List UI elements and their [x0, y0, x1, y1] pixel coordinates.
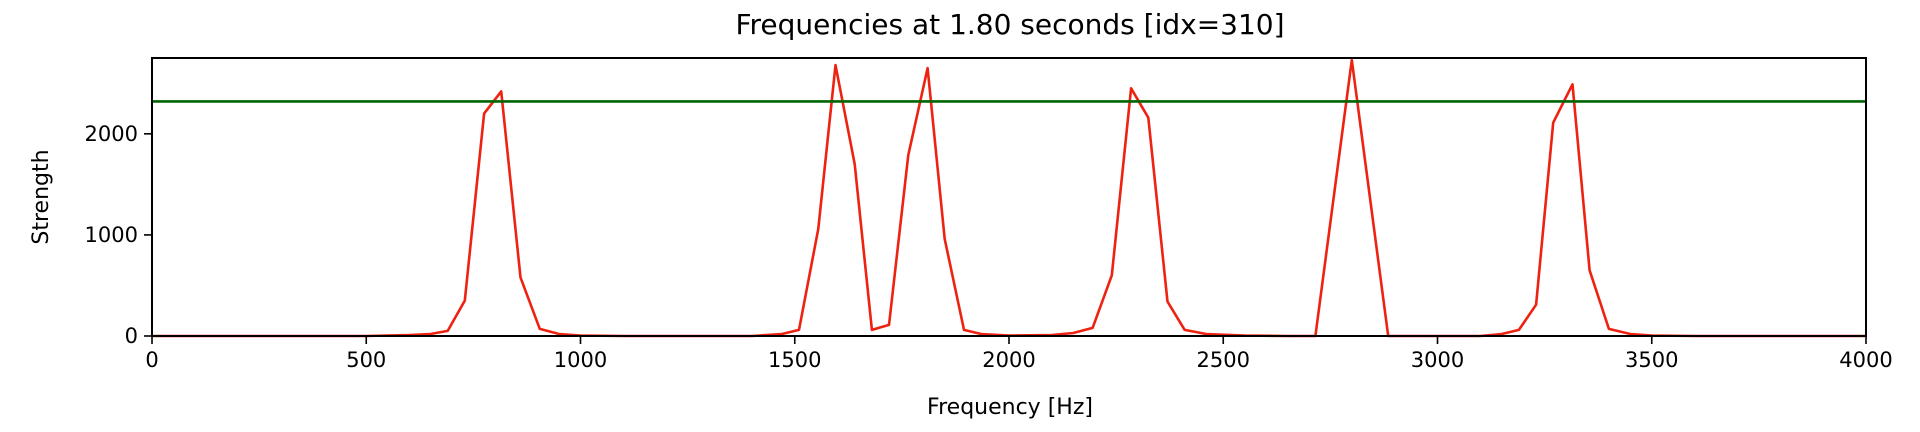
x-tick-label: 1000: [554, 348, 607, 372]
y-tick-label: 2000: [85, 122, 138, 146]
x-tick-label: 3000: [1411, 348, 1464, 372]
y-axis: 0 1000 2000: [85, 122, 152, 348]
x-tick-label: 4000: [1839, 348, 1892, 372]
series-line-0: [152, 58, 1866, 338]
y-tick-label: 1000: [85, 223, 138, 247]
x-tick-label: 2500: [1197, 348, 1250, 372]
plot-frame: [151, 57, 1867, 337]
x-tick-label: 0: [145, 348, 158, 372]
x-tick-label: 3500: [1625, 348, 1678, 372]
chart-title: Frequencies at 1.80 seconds [idx=310]: [735, 8, 1284, 41]
plot-area: [152, 58, 1866, 338]
x-tick-label: 1500: [768, 348, 821, 372]
x-axis: 0 500 1000 1500 2000 2500 3000 3500 4000: [145, 336, 1893, 372]
y-axis-label: Strength: [29, 149, 54, 244]
y-tick-label: 0: [125, 324, 138, 348]
x-axis-label: Frequency [Hz]: [927, 395, 1093, 420]
x-tick-label: 2000: [982, 348, 1035, 372]
x-tick-label: 500: [346, 348, 386, 372]
